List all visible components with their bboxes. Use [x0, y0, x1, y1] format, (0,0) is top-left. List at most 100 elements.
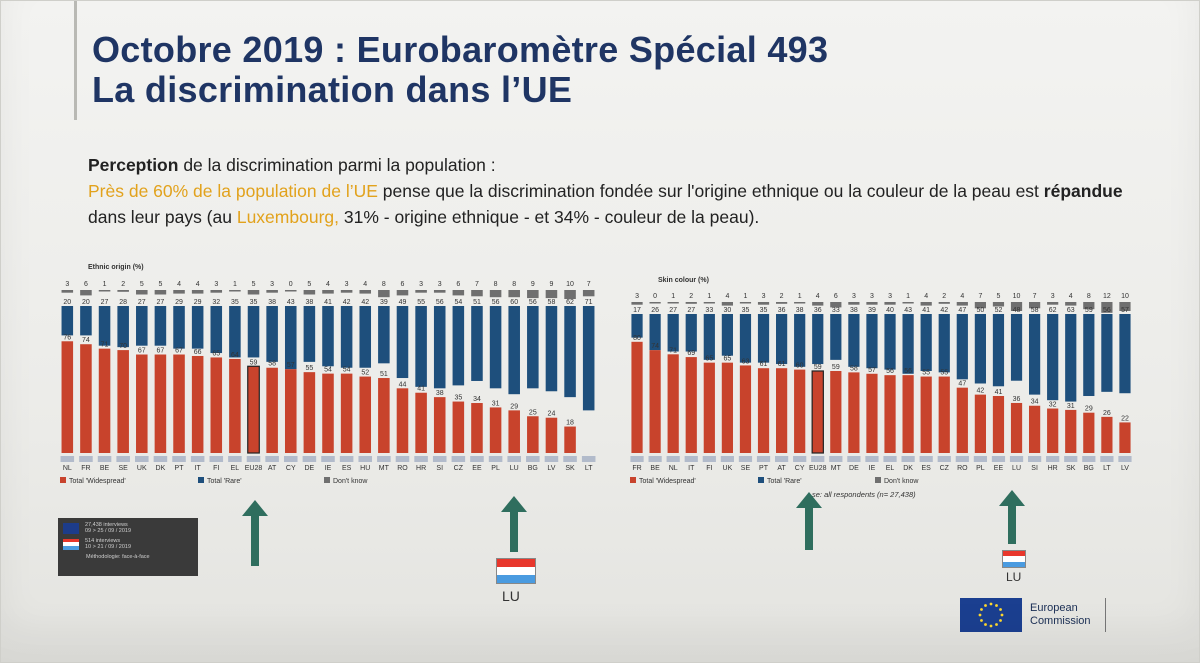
label-dontknow: 9	[531, 281, 535, 288]
label-widespread: 29	[510, 403, 518, 410]
country-flag-icon	[377, 456, 391, 462]
category-label: HR	[416, 465, 426, 472]
label-widespread: 74	[651, 343, 659, 350]
label-dontknow: 5	[997, 293, 1001, 300]
label-rare: 41	[324, 299, 332, 306]
label-widespread: 71	[669, 347, 677, 354]
country-flag-icon	[1082, 456, 1096, 462]
bar-widespread	[794, 369, 806, 453]
country-flag-icon	[1064, 456, 1078, 462]
bar-dontknow	[631, 302, 643, 305]
label-rare: 50	[976, 307, 984, 314]
label-dontknow: 7	[1033, 293, 1037, 300]
label-widespread: 65	[723, 356, 731, 363]
country-flag-icon	[955, 456, 969, 462]
bar-dontknow	[1047, 302, 1059, 305]
bar-widespread	[757, 368, 770, 453]
label-dontknow: 6	[84, 281, 88, 288]
bar-dontknow	[703, 302, 715, 304]
label-dontknow: 5	[252, 281, 256, 288]
category-label: AT	[268, 465, 277, 472]
bar-rare	[848, 314, 860, 367]
country-flag-icon	[246, 456, 261, 462]
label-dontknow: 3	[1051, 293, 1055, 300]
category-label: DK	[903, 465, 913, 472]
category-label: BG	[528, 465, 538, 472]
country-flag-icon	[395, 456, 410, 462]
label-rare: 47	[958, 307, 966, 314]
country-flag-icon	[488, 456, 503, 462]
label-rare: 41	[922, 307, 930, 314]
label-rare: 38	[305, 299, 313, 306]
label-widespread: 25	[529, 409, 537, 416]
country-flag-icon	[1100, 456, 1114, 462]
country-flag-icon	[451, 456, 466, 462]
category-label: ES	[922, 465, 932, 472]
bar-rare	[649, 314, 661, 351]
bar-rare	[1010, 314, 1023, 381]
country-flag-icon	[847, 456, 861, 462]
label-widespread: 54	[343, 367, 351, 374]
label-widespread: 34	[1031, 399, 1039, 406]
label-rare: 55	[417, 299, 425, 306]
category-label: LT	[585, 465, 593, 472]
bar-dontknow	[974, 302, 986, 309]
bar-widespread	[452, 401, 465, 453]
country-flag-icon	[526, 456, 540, 462]
label-dontknow: 4	[177, 281, 181, 288]
bar-rare	[1101, 314, 1113, 392]
label-widespread: 31	[1067, 403, 1075, 410]
bar-widespread	[992, 396, 1005, 453]
bar-dontknow	[191, 290, 204, 294]
country-flag-icon	[321, 456, 335, 462]
label-rare: 48	[1013, 307, 1021, 314]
bar-rare	[303, 306, 316, 362]
star-icon	[984, 623, 987, 626]
bar-widespread	[359, 376, 372, 453]
intro-paragraph-2: Près de 60% de la population de l’UE pen…	[88, 178, 1158, 230]
bar-rare	[884, 314, 896, 370]
bar-rare	[340, 306, 353, 368]
bar-rare	[322, 306, 334, 367]
intro-text-a: pense que la discrimination fondée sur l…	[377, 181, 1044, 201]
bar-dontknow	[920, 302, 932, 306]
bar-widespread	[471, 403, 483, 453]
bar-widespread	[721, 362, 733, 453]
bar-dontknow	[340, 290, 353, 293]
label-dontknow: 4	[924, 293, 928, 300]
label-dontknow: 7	[587, 281, 591, 288]
bar-rare	[1065, 314, 1077, 402]
category-label: IT	[688, 465, 695, 472]
category-label: IE	[325, 465, 332, 472]
label-rare: 60	[510, 299, 518, 306]
label-dontknow: 0	[289, 281, 293, 288]
bar-rare	[80, 306, 92, 336]
label-dontknow: 2	[689, 293, 693, 300]
label-widespread: 57	[287, 362, 295, 369]
bar-rare	[992, 314, 1005, 387]
arrow-up-icon-eu28-right	[796, 492, 822, 550]
label-rare: 42	[940, 307, 948, 314]
label-widespread: 66	[194, 349, 202, 356]
star-icon	[980, 619, 983, 622]
bar-dontknow	[98, 290, 111, 292]
label-rare: 20	[63, 299, 71, 306]
bar-rare	[974, 314, 986, 384]
label-widespread: 58	[850, 365, 858, 372]
label-widespread: 52	[361, 370, 369, 377]
legend-dontknow: Don't know	[333, 478, 368, 485]
bar-dontknow	[415, 290, 427, 293]
label-rare: 57	[1121, 307, 1129, 314]
bar-rare	[247, 306, 260, 358]
label-rare: 29	[194, 299, 202, 306]
country-flag-icon	[756, 456, 771, 462]
bar-rare	[685, 314, 697, 352]
bar-dontknow	[794, 302, 806, 304]
category-label: BE	[100, 465, 110, 472]
bar-dontknow	[284, 290, 297, 292]
label-rare: 43	[287, 299, 295, 306]
country-flag-icon	[648, 456, 662, 462]
bar-widespread	[902, 375, 914, 453]
category-label: LV	[547, 465, 555, 472]
label-rare: 49	[399, 299, 407, 306]
